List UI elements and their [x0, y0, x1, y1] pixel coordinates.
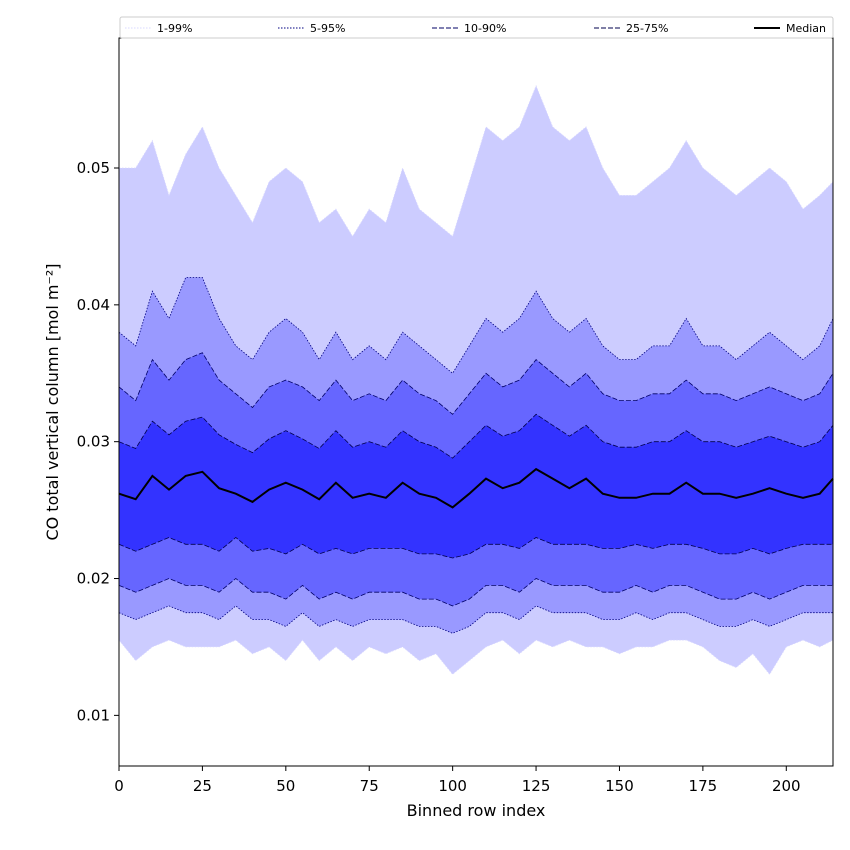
band-1-99%-upper-line [119, 84, 834, 238]
legend-label: Median [786, 22, 826, 35]
bands-layer [118, 84, 834, 675]
y-tick-label: 0.03 [77, 433, 110, 451]
x-tick-label: 50 [276, 777, 295, 795]
legend-label: 5-95% [310, 22, 345, 35]
legend: 1-99% 5-95% 10-90% 25-75% Median [119, 16, 834, 39]
x-tick-label: 125 [522, 777, 551, 795]
y-tick-label: 0.01 [77, 706, 110, 724]
x-tick-label: 100 [438, 777, 467, 795]
x-tick-label: 25 [193, 777, 212, 795]
band-25-75%-area [119, 414, 833, 558]
y-tick-label: 0.05 [77, 159, 110, 177]
y-axis: 0.01 0.02 0.03 0.04 0.05 [77, 159, 119, 724]
y-tick-label: 0.02 [77, 570, 110, 588]
band-10-90%-lower-line [118, 577, 833, 607]
legend-box [119, 16, 834, 39]
legend-label: 10-90% [464, 22, 506, 35]
legend-label: 1-99% [157, 22, 192, 35]
x-axis-title: Binned row index [407, 801, 546, 820]
band-5-95%-upper-line [118, 277, 834, 374]
x-tick-label: 150 [605, 777, 634, 795]
x-tick-label: 175 [689, 777, 718, 795]
x-tick-label: 75 [360, 777, 379, 795]
y-axis-title: CO total vertical column [mol m⁻²] [43, 263, 62, 540]
band-1-99%-lower-line [118, 639, 834, 675]
median-line [118, 467, 834, 509]
median-layer [118, 467, 834, 509]
legend-label: 25-75% [626, 22, 668, 35]
x-axis: 0 25 50 75 100 125 150 175 200 [114, 766, 801, 795]
band-25-75%-lower-line [118, 536, 833, 559]
y-tick-label: 0.04 [77, 296, 110, 314]
x-tick-label: 200 [772, 777, 801, 795]
band-25-75%-upper-line [118, 413, 834, 459]
band-5-95%-lower-line [118, 605, 833, 634]
band-10-90%-upper-line [118, 352, 834, 415]
x-tick-label: 0 [114, 777, 124, 795]
